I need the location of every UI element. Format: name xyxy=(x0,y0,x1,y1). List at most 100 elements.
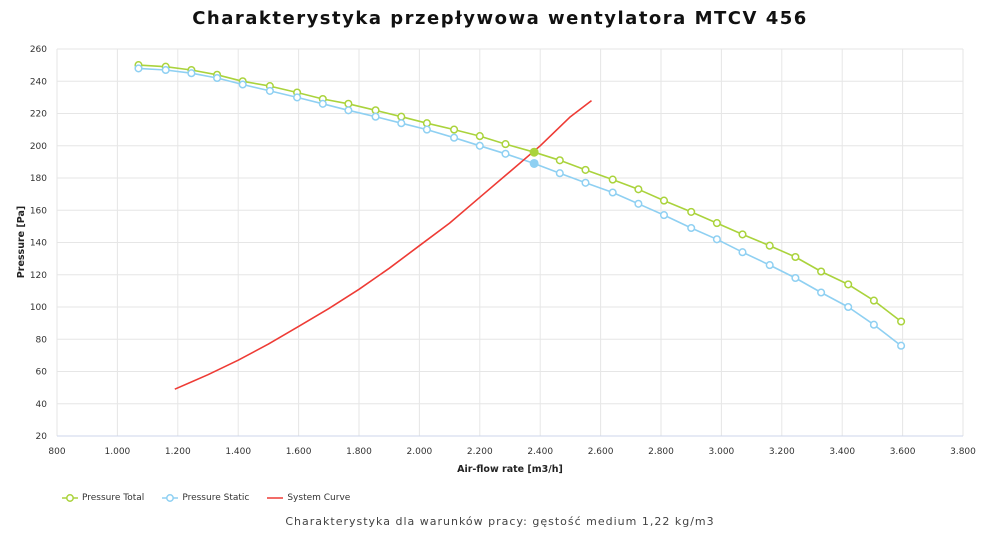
x-tick-label: 2.400 xyxy=(527,447,553,457)
data-point[interactable] xyxy=(187,69,196,78)
data-point[interactable] xyxy=(869,296,878,305)
data-point[interactable] xyxy=(555,156,564,165)
data-point[interactable] xyxy=(712,235,721,244)
x-tick-label: 1.400 xyxy=(225,447,251,457)
data-point[interactable] xyxy=(817,288,826,297)
data-point[interactable] xyxy=(817,267,826,276)
data-point[interactable] xyxy=(844,280,853,289)
data-point[interactable] xyxy=(213,73,222,83)
y-axis-label: Pressure [Pa] xyxy=(16,206,27,278)
legend-label: Pressure Static xyxy=(182,493,250,503)
data-point[interactable] xyxy=(687,223,696,233)
data-point[interactable] xyxy=(844,302,853,312)
data-point[interactable] xyxy=(397,119,406,128)
data-point[interactable] xyxy=(397,112,406,121)
y-tick-label: 160 xyxy=(30,206,47,216)
data-point[interactable] xyxy=(450,133,459,142)
x-tick-label: 2.200 xyxy=(467,447,493,457)
y-tick-label: 200 xyxy=(30,142,47,152)
grid-lines xyxy=(56,48,964,437)
y-tick-label: 120 xyxy=(30,271,47,281)
data-point[interactable] xyxy=(897,341,906,350)
data-point[interactable] xyxy=(634,185,643,194)
legend-label: Pressure Total xyxy=(82,493,145,503)
x-tick-label: 800 xyxy=(48,447,65,457)
data-point[interactable] xyxy=(475,132,484,141)
data-point[interactable] xyxy=(659,211,669,220)
y-tick-label: 80 xyxy=(36,335,48,345)
x-tick-label: 2.800 xyxy=(648,447,674,457)
series-line-pressure-static[interactable] xyxy=(138,67,902,347)
data-point[interactable] xyxy=(581,165,590,174)
operating-point-total[interactable] xyxy=(529,147,539,157)
legend-item-pressure-total[interactable]: Pressure Total xyxy=(62,493,144,503)
chart-subtitle: Charakterystyka dla warunków pracy: gęst… xyxy=(285,515,715,528)
data-point[interactable] xyxy=(791,273,800,283)
x-axis-label: Air-flow rate [m3/h] xyxy=(457,464,563,475)
data-point[interactable] xyxy=(555,169,564,178)
data-point[interactable] xyxy=(422,119,431,128)
data-point[interactable] xyxy=(371,112,380,121)
y-tick-label: 100 xyxy=(30,303,47,313)
legend-label: System Curve xyxy=(287,493,351,503)
data-point[interactable] xyxy=(501,149,510,158)
series-line-pressure-total[interactable] xyxy=(138,64,902,323)
y-tick-label: 40 xyxy=(36,400,48,410)
legend-item-pressure-static[interactable]: Pressure Static xyxy=(162,493,249,503)
x-tick-label: 1.800 xyxy=(346,447,372,457)
x-axis-ticks: 800 1.000 1.200 1.400 1.600 1.800 2.000 2.200 2.… xyxy=(48,447,976,457)
y-tick-label: 140 xyxy=(30,239,47,249)
data-point[interactable] xyxy=(318,99,327,108)
x-tick-label: 1.000 xyxy=(105,447,131,457)
data-point[interactable] xyxy=(450,125,459,134)
data-point[interactable] xyxy=(897,317,906,326)
legend-line-icon xyxy=(267,497,284,499)
y-tick-label: 20 xyxy=(36,432,48,442)
data-point[interactable] xyxy=(791,252,800,262)
data-point[interactable] xyxy=(608,175,617,184)
data-point[interactable] xyxy=(869,320,878,329)
operating-point-static[interactable] xyxy=(529,158,539,168)
x-tick-label: 3.200 xyxy=(769,447,795,457)
x-tick-label: 1.600 xyxy=(286,447,312,457)
data-point[interactable] xyxy=(475,141,484,150)
x-tick-label: 3.000 xyxy=(709,447,735,457)
x-tick-label: 1.200 xyxy=(165,447,191,457)
data-point[interactable] xyxy=(422,125,431,134)
data-point[interactable] xyxy=(738,248,747,257)
data-point[interactable] xyxy=(134,64,143,73)
x-tick-label: 2.600 xyxy=(588,447,614,457)
series-line-system-curve[interactable] xyxy=(174,99,592,390)
data-point[interactable] xyxy=(265,86,274,95)
data-point[interactable] xyxy=(765,261,774,270)
chart-legend: Pressure Total Pressure Static System Cu… xyxy=(62,491,368,505)
y-tick-label: 220 xyxy=(30,110,47,120)
data-point[interactable] xyxy=(238,80,247,89)
x-tick-label: 3.600 xyxy=(890,447,916,457)
data-point[interactable] xyxy=(501,140,510,149)
data-point[interactable] xyxy=(608,188,617,197)
data-point[interactable] xyxy=(687,207,696,216)
x-tick-label: 2.000 xyxy=(407,447,433,457)
data-point[interactable] xyxy=(371,106,380,115)
data-point[interactable] xyxy=(293,93,302,102)
y-axis-ticks: 20 40 60 80 100 120 140 160 180 200 220 240 260 xyxy=(30,45,47,442)
x-tick-label: 3.800 xyxy=(950,447,976,457)
data-point[interactable] xyxy=(765,241,774,250)
data-point[interactable] xyxy=(161,65,170,75)
y-tick-label: 240 xyxy=(30,77,47,87)
data-point[interactable] xyxy=(581,178,590,187)
data-point[interactable] xyxy=(634,199,643,208)
y-tick-label: 180 xyxy=(30,174,47,184)
data-point[interactable] xyxy=(344,99,353,108)
legend-marker-icon xyxy=(62,494,78,502)
legend-item-system-curve[interactable]: System Curve xyxy=(267,493,350,503)
series-layer xyxy=(134,61,906,390)
legend-marker-icon xyxy=(162,494,179,502)
data-point[interactable] xyxy=(738,230,747,239)
data-point[interactable] xyxy=(344,106,353,115)
data-point[interactable] xyxy=(712,219,721,228)
x-tick-label: 3.400 xyxy=(829,447,855,457)
data-point[interactable] xyxy=(659,196,669,205)
chart-title: Charakterystyka przepływowa wentylatora … xyxy=(192,8,808,29)
